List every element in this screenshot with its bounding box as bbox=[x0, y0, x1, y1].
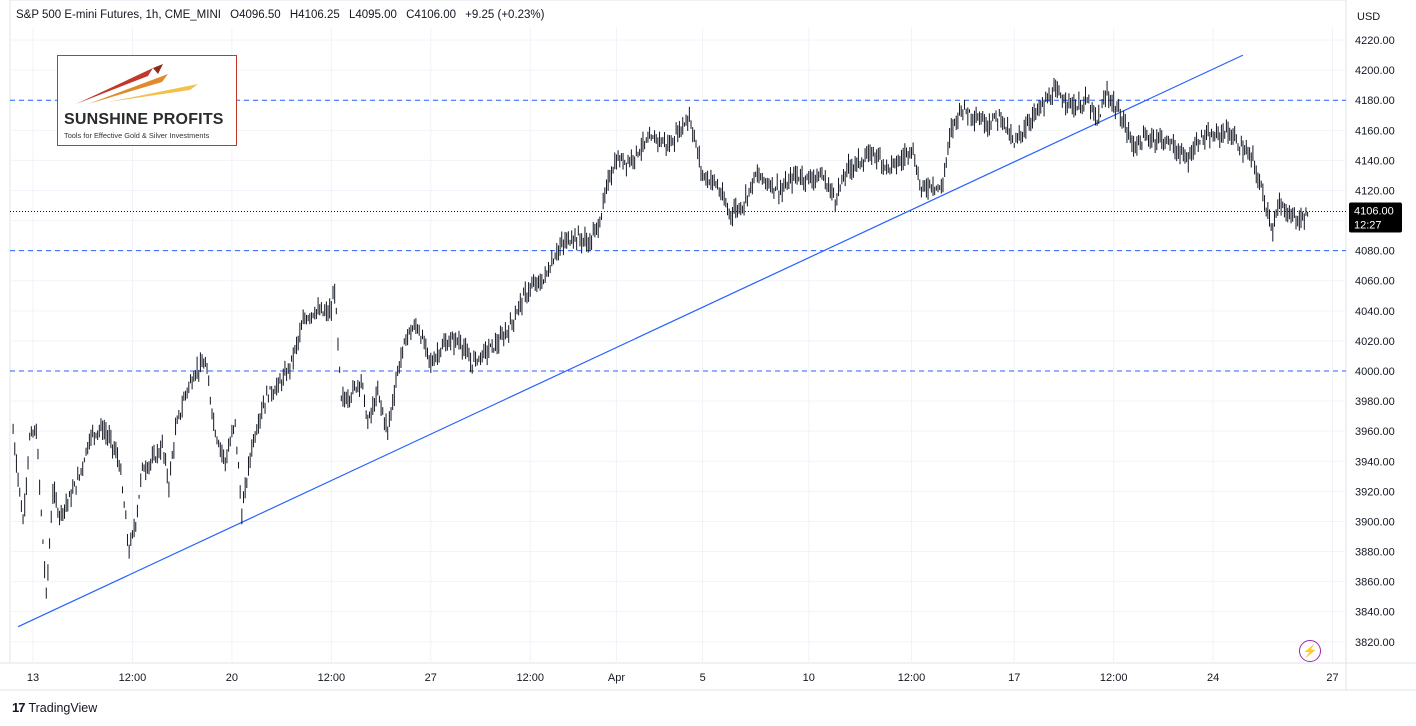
x-tick-label: 24 bbox=[1207, 672, 1219, 684]
high-value: H4106.25 bbox=[289, 9, 340, 21]
y-tick-label: 3820.00 bbox=[1355, 637, 1395, 649]
symbol-label: S&P 500 E-mini Futures, 1h, CME_MINI bbox=[16, 9, 221, 21]
x-tick-label: 5 bbox=[700, 672, 706, 684]
y-tick-label: 4180.00 bbox=[1355, 95, 1395, 107]
footer-brand[interactable]: 17 TradingView bbox=[12, 700, 97, 715]
low-value: L4095.00 bbox=[348, 9, 397, 21]
y-tick-label: 3960.00 bbox=[1355, 426, 1395, 438]
last-price-label-box bbox=[1349, 202, 1402, 233]
y-tick-label: 4060.00 bbox=[1355, 276, 1395, 288]
bar-countdown: 12:27 bbox=[1354, 220, 1382, 232]
flash-icon[interactable]: ⚡ bbox=[1299, 640, 1321, 662]
x-tick-label: 12:00 bbox=[318, 672, 346, 684]
y-tick-label: 3840.00 bbox=[1355, 607, 1395, 619]
x-tick-label: 12:00 bbox=[516, 672, 544, 684]
y-tick-label: 4000.00 bbox=[1355, 366, 1395, 378]
y-tick-label: 4160.00 bbox=[1355, 125, 1395, 137]
x-tick-label: 13 bbox=[27, 672, 39, 684]
x-tick-label: 27 bbox=[1326, 672, 1338, 684]
close-value: C4106.00 bbox=[406, 9, 456, 21]
y-tick-label: 4140.00 bbox=[1355, 155, 1395, 167]
y-tick-label: 3880.00 bbox=[1355, 547, 1395, 559]
y-tick-label: 4020.00 bbox=[1355, 336, 1395, 348]
y-tick-label: 3900.00 bbox=[1355, 516, 1395, 528]
last-price-value: 4106.00 bbox=[1354, 206, 1394, 218]
sunshine-profits-logo: SUNSHINE PROFITS Tools for Effective Gol… bbox=[57, 55, 237, 146]
y-tick-label: 4080.00 bbox=[1355, 246, 1395, 258]
y-tick-label: 3860.00 bbox=[1355, 577, 1395, 589]
x-tick-label: 12:00 bbox=[119, 672, 147, 684]
logo-name: SUNSHINE PROFITS bbox=[64, 111, 224, 128]
logo-tagline: Tools for Effective Gold & Silver Invest… bbox=[64, 131, 210, 140]
x-tick-label: 10 bbox=[803, 672, 815, 684]
y-tick-label: 3980.00 bbox=[1355, 396, 1395, 408]
x-tick-label: 12:00 bbox=[1100, 672, 1128, 684]
y-tick-label: 4040.00 bbox=[1355, 306, 1395, 318]
y-tick-label: 3940.00 bbox=[1355, 456, 1395, 468]
change-value: +9.25 (+0.23%) bbox=[465, 9, 545, 21]
trendline[interactable] bbox=[17, 54, 1244, 628]
x-tick-label: Apr bbox=[608, 672, 625, 684]
logo-swoosh-icon bbox=[76, 64, 198, 104]
x-tick-label: 20 bbox=[226, 672, 238, 684]
x-tick-label: 17 bbox=[1008, 672, 1020, 684]
y-tick-label: 4120.00 bbox=[1355, 185, 1395, 197]
tradingview-logo-icon: 17 bbox=[12, 700, 26, 715]
y-tick-label: 4200.00 bbox=[1355, 65, 1395, 77]
x-tick-label: 12:00 bbox=[898, 672, 926, 684]
y-tick-label: 3920.00 bbox=[1355, 486, 1395, 498]
x-tick-label: 27 bbox=[425, 672, 437, 684]
footer-brand-label: TradingView bbox=[28, 700, 98, 715]
currency-label: USD bbox=[1357, 11, 1380, 23]
chart-legend-header: S&P 500 E-mini Futures, 1h, CME_MINI O40… bbox=[16, 9, 550, 21]
open-value: O4096.50 bbox=[230, 9, 281, 21]
y-tick-label: 4220.00 bbox=[1355, 35, 1395, 47]
